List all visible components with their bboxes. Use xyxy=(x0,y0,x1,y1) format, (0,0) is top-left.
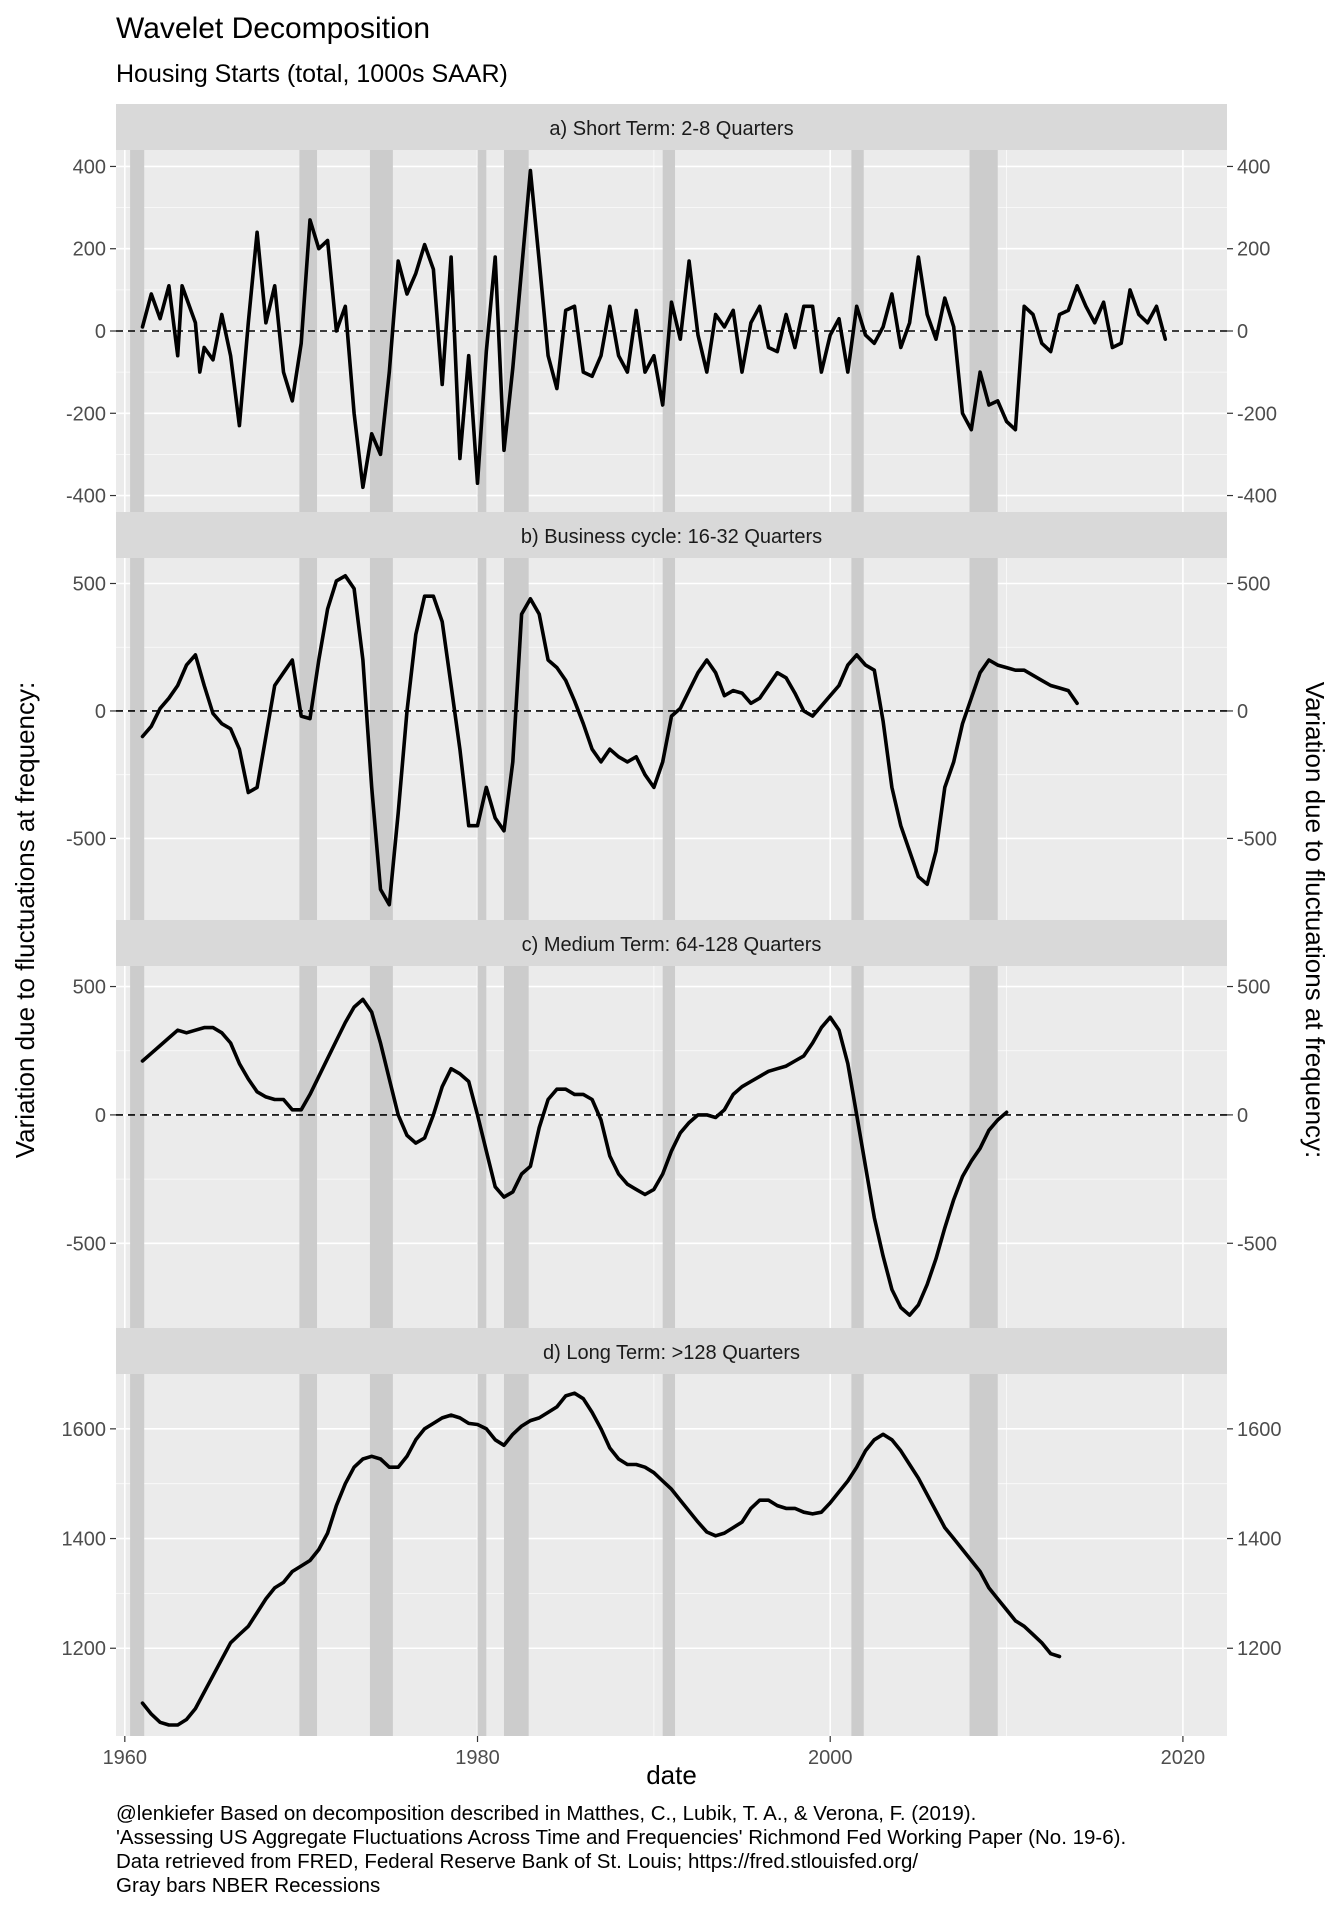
y-tick-label: -200 xyxy=(1237,403,1277,425)
panel-strip-label: a) Short Term: 2-8 Quarters xyxy=(549,118,793,140)
recession-bar xyxy=(477,1374,487,1736)
recession-bar xyxy=(969,558,998,920)
panel: b) Business cycle: 16-32 Quarters -500 -50… xyxy=(66,512,1277,920)
recession-bar xyxy=(851,558,864,920)
chart-subtitle: Housing Starts (total, 1000s SAAR) xyxy=(116,60,508,88)
recession-bar xyxy=(369,1374,393,1736)
panel-strip-label: c) Medium Term: 64-128 Quarters xyxy=(522,934,822,956)
recession-bar xyxy=(299,966,318,1328)
recession-bar xyxy=(969,966,998,1328)
y-tick-label: 500 xyxy=(1237,573,1270,595)
recession-bar xyxy=(299,558,318,920)
y-tick-label: 1200 xyxy=(1237,1638,1282,1660)
recession-bar xyxy=(130,558,145,920)
y-tick-label: -500 xyxy=(1237,828,1277,850)
recession-bar xyxy=(969,1374,998,1736)
y-axis-title-left: Variation due to fluctuations at frequen… xyxy=(10,682,40,1158)
x-axis-title: date xyxy=(646,1760,697,1790)
series-line xyxy=(140,1391,1062,1727)
y-tick-label: 500 xyxy=(1237,977,1270,999)
series-line xyxy=(140,574,1079,907)
panel-strip-label: d) Long Term: >128 Quarters xyxy=(543,1342,800,1364)
y-tick-label: -200 xyxy=(66,403,106,425)
recession-bar xyxy=(662,966,676,1328)
panel: d) Long Term: >128 Quarters 1200 1200 1400 1… xyxy=(62,1328,1282,1736)
recession-bar xyxy=(662,1374,676,1736)
y-tick-label: -500 xyxy=(66,828,106,850)
chart-title: Wavelet Decomposition xyxy=(116,12,430,45)
recession-bar xyxy=(130,966,145,1328)
y-tick-label: 500 xyxy=(73,977,106,999)
x-axis: 1960 1980 2000 2020 xyxy=(103,1736,1206,1769)
recession-bar xyxy=(130,1374,145,1736)
caption-line: @lenkiefer Based on decomposition descri… xyxy=(116,1802,977,1825)
recession-bar xyxy=(477,558,487,920)
y-tick-label: 0 xyxy=(1237,1105,1248,1127)
recession-bar xyxy=(369,966,393,1328)
y-tick-label: 0 xyxy=(1237,321,1248,343)
panel-strip xyxy=(116,104,1227,150)
x-tick-label: 2020 xyxy=(1161,1747,1206,1769)
y-tick-label: -400 xyxy=(66,486,106,508)
recession-bar xyxy=(130,150,145,512)
wavelet-chart: Wavelet Decomposition Housing Starts (to… xyxy=(10,12,1330,1790)
recession-bar xyxy=(503,1374,529,1736)
y-tick-label: 0 xyxy=(95,321,106,343)
y-tick-label: 500 xyxy=(73,573,106,595)
y-axis-title-right: Variation due to fluctuations at frequen… xyxy=(1300,682,1330,1158)
recession-bar xyxy=(477,966,487,1328)
recession-bar xyxy=(503,966,529,1328)
y-tick-label: 0 xyxy=(1237,701,1248,723)
recession-bar xyxy=(369,558,393,920)
x-tick-label: 1960 xyxy=(103,1747,148,1769)
panel: c) Medium Term: 64-128 Quarters -500 -500 0… xyxy=(66,920,1277,1328)
y-tick-label: 1400 xyxy=(62,1529,107,1551)
recession-bar xyxy=(851,966,864,1328)
x-tick-label: 1980 xyxy=(455,1747,500,1769)
panels: a) Short Term: 2-8 Quarters -400 -400 -200 -… xyxy=(62,104,1282,1736)
y-tick-label: -400 xyxy=(1237,486,1277,508)
caption-line: Data retrieved from FRED, Federal Reserv… xyxy=(116,1850,919,1873)
x-tick-label: 2000 xyxy=(808,1747,853,1769)
series-line xyxy=(140,168,1168,490)
recession-bar xyxy=(851,1374,864,1736)
panel: a) Short Term: 2-8 Quarters -400 -400 -200 -… xyxy=(66,104,1277,512)
y-tick-label: -500 xyxy=(66,1233,106,1255)
y-tick-label: 1400 xyxy=(1237,1529,1282,1551)
y-tick-label: 1600 xyxy=(1237,1419,1282,1441)
panel-strip-label: b) Business cycle: 16-32 Quarters xyxy=(521,526,822,548)
caption: @lenkiefer Based on decomposition descri… xyxy=(116,1802,1326,1898)
y-tick-label: 400 xyxy=(1237,156,1270,178)
y-tick-label: -500 xyxy=(1237,1233,1277,1255)
panel-strip xyxy=(116,1328,1227,1374)
y-tick-label: 1600 xyxy=(62,1419,107,1441)
recession-bar xyxy=(299,1374,318,1736)
caption-line: 'Assessing US Aggregate Fluctuations Acr… xyxy=(116,1826,1127,1849)
y-tick-label: 200 xyxy=(73,239,106,261)
panel-strip xyxy=(116,512,1227,558)
panel-strip xyxy=(116,920,1227,966)
recession-bar xyxy=(503,558,529,920)
y-tick-label: 200 xyxy=(1237,239,1270,261)
y-tick-label: 0 xyxy=(95,1105,106,1127)
series-line xyxy=(140,997,1009,1317)
y-tick-label: 400 xyxy=(73,156,106,178)
y-tick-label: 1200 xyxy=(62,1638,107,1660)
recession-bar xyxy=(851,150,864,512)
y-tick-label: 0 xyxy=(95,701,106,723)
caption-line: Gray bars NBER Recessions xyxy=(116,1874,381,1897)
